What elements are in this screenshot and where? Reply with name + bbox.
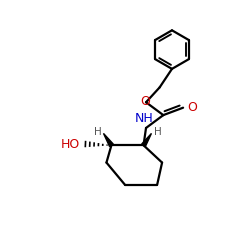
Text: O: O [187, 101, 197, 114]
Text: H: H [154, 128, 162, 138]
Text: NH: NH [135, 112, 154, 125]
Polygon shape [104, 134, 113, 146]
Polygon shape [142, 134, 152, 146]
Text: O: O [140, 95, 150, 108]
Text: H: H [94, 128, 101, 138]
Text: HO: HO [61, 138, 80, 150]
